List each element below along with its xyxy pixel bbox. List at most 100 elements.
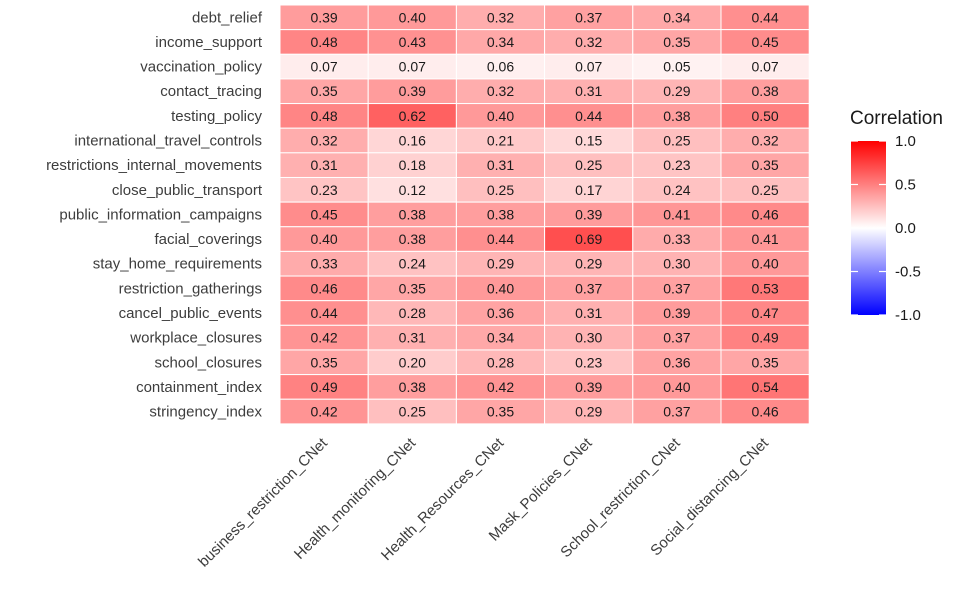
row-label-stay-home-requirements: stay_home_requirements [93, 256, 262, 273]
cell-value-label: 0.39 [310, 9, 337, 25]
cell-value-label: 0.45 [751, 34, 778, 50]
cell-value-label: 0.34 [487, 34, 514, 50]
row-label-facial-coverings: facial_coverings [154, 231, 262, 248]
heatmap-cell-close-public-transport-social-distancing-cnet [720, 176, 810, 203]
cell-value-label: 0.38 [487, 206, 514, 222]
heatmap-cell-income-support-social-distancing-cnet [720, 29, 810, 55]
heatmap-cell-debt-relief-social-distancing-cnet [720, 4, 810, 31]
heatmap-cell-workplace-closures-health-resources-cnet [455, 324, 546, 351]
heatmap-cell-close-public-transport-health-resources-cnet [455, 176, 546, 203]
cell-value-label: 0.29 [663, 83, 690, 99]
cell-value-label: 0.45 [310, 206, 337, 222]
heatmap-cell-restriction-gatherings-business-restriction-cnet [279, 275, 369, 302]
heatmap-cell-contact-tracing-health-monitoring-cnet [367, 78, 457, 105]
heatmap-cell-contact-tracing-school-restriction-cnet [632, 78, 722, 105]
cell-value-label: 0.35 [310, 83, 337, 99]
heatmap-cell-facial-coverings-business-restriction-cnet [279, 226, 369, 252]
cell-value-label: 0.35 [310, 354, 337, 370]
cell-value-label: 0.46 [751, 404, 778, 420]
row-label-public-information-campaigns: public_information_campaigns [59, 206, 262, 223]
cell-value-label: 0.35 [751, 354, 778, 370]
heatmap-cell-restrictions-internal-movements-mask-policies-cnet [544, 152, 634, 178]
legend-tick-label: 1.0 [895, 133, 916, 150]
cell-value-label: 0.25 [399, 404, 426, 420]
cell-value-label: 0.42 [310, 330, 337, 346]
heatmap-cell-stay-home-requirements-mask-policies-cnet [544, 250, 634, 277]
heatmap-cell-workplace-closures-school-restriction-cnet [632, 324, 722, 351]
cell-value-label: 0.23 [310, 182, 337, 198]
cell-value-label: 0.37 [663, 404, 690, 420]
row-label-school-closures: school_closures [154, 354, 262, 371]
cell-value-label: 0.29 [575, 404, 602, 420]
heatmap-cell-facial-coverings-school-restriction-cnet [632, 226, 722, 252]
legend-tick-label: -1.0 [895, 307, 921, 324]
heatmap-cell-contact-tracing-social-distancing-cnet [720, 78, 810, 105]
cell-value-label: 0.40 [399, 9, 426, 25]
heatmap-cell-cancel-public-events-mask-policies-cnet [544, 300, 634, 326]
cell-value-label: 0.32 [310, 133, 337, 149]
row-label-income-support: income_support [155, 34, 263, 51]
heatmap-cell-cancel-public-events-school-restriction-cnet [632, 300, 722, 326]
heatmap-cell-vaccination-policy-mask-policies-cnet [544, 53, 634, 80]
heatmap-cell-close-public-transport-mask-policies-cnet [544, 176, 634, 203]
heatmap-cell-restrictions-internal-movements-business-restriction-cnet [279, 152, 369, 178]
cell-value-label: 0.37 [575, 9, 602, 25]
cell-value-label: 0.35 [751, 157, 778, 173]
cell-value-label: 0.39 [575, 206, 602, 222]
cell-value-label: 0.54 [751, 379, 778, 395]
heatmap-cell-income-support-health-monitoring-cnet [367, 29, 457, 55]
cell-value-label: 0.18 [399, 157, 426, 173]
cell-value-label: 0.34 [487, 330, 514, 346]
heatmap-cell-stay-home-requirements-social-distancing-cnet [720, 250, 810, 277]
heatmap-cell-stringency-index-health-monitoring-cnet [367, 398, 457, 425]
heatmap-cell-school-closures-business-restriction-cnet [279, 349, 369, 376]
cell-value-label: 0.47 [751, 305, 778, 321]
heatmap-cell-stringency-index-business-restriction-cnet [279, 398, 369, 425]
cell-value-label: 0.20 [399, 354, 426, 370]
cell-value-label: 0.39 [575, 379, 602, 395]
cell-value-label: 0.48 [310, 108, 337, 124]
cell-value-label: 0.30 [663, 256, 690, 272]
heatmap-cell-workplace-closures-social-distancing-cnet [720, 324, 810, 351]
heatmap-cell-public-information-campaigns-business-restriction-cnet [279, 201, 369, 228]
heatmap-cell-cancel-public-events-health-monitoring-cnet [367, 300, 457, 326]
cell-value-label: 0.24 [663, 182, 690, 198]
cell-value-label: 0.38 [751, 83, 778, 99]
cell-value-label: 0.69 [575, 231, 602, 247]
heatmap-cell-international-travel-controls-business-restriction-cnet [279, 127, 369, 154]
cell-value-label: 0.40 [487, 108, 514, 124]
cell-value-label: 0.42 [487, 379, 514, 395]
row-label-debt-relief: debt_relief [192, 9, 263, 26]
heatmap-cell-containment-index-social-distancing-cnet [720, 374, 810, 400]
heatmap-cells: 0.39 0.40 0.32 0.37 0.34 0.44 0.48 0.43 0.34 0.32… [279, 4, 810, 425]
heatmap-cell-stringency-index-social-distancing-cnet [720, 398, 810, 425]
cell-value-label: 0.33 [310, 256, 337, 272]
cell-value-label: 0.31 [399, 330, 426, 346]
cell-value-label: 0.32 [575, 34, 602, 50]
cell-value-label: 0.07 [310, 59, 337, 75]
cell-value-label: 0.32 [751, 133, 778, 149]
cell-value-label: 0.35 [487, 404, 514, 420]
heatmap-cell-restriction-gatherings-health-resources-cnet [455, 275, 546, 302]
heatmap-cell-school-closures-health-resources-cnet [455, 349, 546, 376]
cell-value-label: 0.43 [399, 34, 426, 50]
heatmap-cell-public-information-campaigns-health-monitoring-cnet [367, 201, 457, 228]
heatmap-cell-workplace-closures-business-restriction-cnet [279, 324, 369, 351]
cell-value-label: 0.37 [575, 280, 602, 296]
cell-value-label: 0.49 [751, 330, 778, 346]
cell-value-label: 0.31 [487, 157, 514, 173]
heatmap-cell-restriction-gatherings-social-distancing-cnet [720, 275, 810, 302]
cell-value-label: 0.25 [487, 182, 514, 198]
cell-value-label: 0.33 [663, 231, 690, 247]
cell-value-label: 0.30 [575, 330, 602, 346]
cell-value-label: 0.40 [310, 231, 337, 247]
legend-ticks: 1.0 0.5 0.0 -0.5 -1.0 [851, 133, 921, 324]
heatmap-cell-close-public-transport-school-restriction-cnet [632, 176, 722, 203]
row-label-contact-tracing: contact_tracing [160, 83, 262, 100]
heatmap-cell-cancel-public-events-health-resources-cnet [455, 300, 546, 326]
cell-value-label: 0.25 [575, 157, 602, 173]
row-label-stringency-index: stringency_index [149, 404, 262, 421]
cell-value-label: 0.29 [575, 256, 602, 272]
row-label-containment-index: containment_index [136, 379, 262, 396]
